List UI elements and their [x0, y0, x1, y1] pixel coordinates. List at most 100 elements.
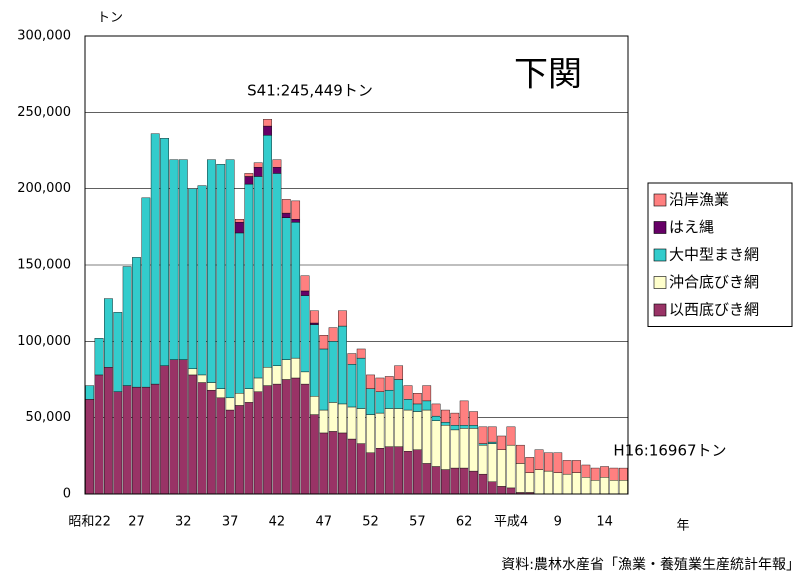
bar-segment — [487, 481, 497, 495]
bar-segment — [235, 218, 244, 223]
bar-segment — [469, 470, 478, 495]
bar-segment — [178, 359, 188, 495]
bar-segment — [600, 477, 609, 495]
bar-segment — [422, 400, 432, 411]
bar-segment — [422, 409, 432, 464]
legend-label: はえ縄 — [669, 218, 714, 236]
bar-segment — [366, 374, 375, 389]
bar-segment — [562, 460, 572, 475]
bar-segment — [422, 463, 432, 495]
bar-segment — [235, 232, 244, 394]
legend-swatch — [653, 221, 667, 234]
bar-segment — [328, 341, 338, 403]
bar-segment — [300, 371, 310, 385]
bar-segment — [515, 463, 525, 493]
bar-segment — [235, 393, 244, 406]
bar-segment — [609, 480, 619, 495]
bar-segment — [384, 376, 394, 391]
bar-segment — [244, 402, 254, 495]
bar-segment — [309, 322, 319, 325]
bar-segment — [459, 467, 469, 495]
bar-segment — [497, 435, 506, 450]
bar-segment — [300, 295, 310, 373]
annotation: H16:16967トン — [613, 442, 726, 460]
bar-segment — [338, 403, 347, 434]
bar-segment — [225, 159, 235, 399]
bar-segment — [188, 374, 198, 495]
legend-label: 以西底びき網 — [669, 301, 759, 319]
bar-segment — [272, 383, 282, 495]
bar-segment — [581, 464, 591, 478]
legend-swatch — [653, 303, 667, 317]
plot-border — [84, 35, 629, 495]
y-axis-label: トン — [97, 11, 123, 26]
x-tick-label: 47 — [315, 515, 332, 530]
bar-segment — [459, 428, 469, 469]
bar-segment — [544, 452, 553, 472]
bar-segment — [356, 357, 366, 409]
legend-swatch — [653, 193, 667, 207]
bar-segment — [431, 415, 441, 421]
bar-segment — [160, 365, 169, 495]
bar-segment — [356, 443, 366, 495]
bar-segment — [150, 133, 160, 385]
bar-segment — [150, 383, 160, 495]
bar-segment — [506, 426, 516, 446]
bar-segment — [253, 162, 263, 168]
bar-segment — [403, 385, 413, 400]
bar-segment — [431, 420, 441, 467]
bar-segment — [544, 470, 553, 495]
legend-label: 沿岸漁業 — [669, 191, 729, 209]
bar-segment — [366, 452, 375, 495]
bar-segment — [319, 409, 329, 434]
x-tick-label: 62 — [456, 515, 473, 530]
y-tick-label: 250,000 — [17, 105, 71, 120]
bar-segment — [562, 473, 572, 495]
bar-segment — [469, 411, 478, 426]
bar-segment — [309, 324, 319, 397]
bar-segment — [85, 385, 95, 400]
bar-segment — [281, 379, 291, 495]
bar-segment — [263, 119, 272, 127]
bar-segment — [197, 374, 207, 383]
bar-segment — [328, 327, 338, 342]
bar-segment — [478, 473, 488, 495]
x-tick-label: 32 — [175, 515, 192, 530]
x-tick-label: 42 — [269, 515, 286, 530]
bar-segment — [553, 452, 563, 473]
bar-segment — [347, 406, 357, 440]
x-tick-label: 昭和22 — [68, 515, 111, 530]
bar-segment — [169, 159, 179, 360]
bar-segment — [572, 460, 581, 473]
bar-segment — [253, 377, 263, 392]
bar-segment — [403, 409, 413, 452]
bar-segment — [384, 389, 394, 409]
bar-segment — [347, 438, 357, 495]
bar-segment — [122, 266, 132, 386]
bar-segment — [497, 449, 506, 487]
bar-segment — [553, 472, 563, 495]
bar-segment — [272, 159, 282, 168]
bar-segment — [384, 408, 394, 447]
bar-segment — [375, 448, 385, 495]
y-tick-label: 150,000 — [17, 258, 71, 273]
chart-title: 下関 — [514, 55, 582, 95]
bar-segment — [338, 310, 347, 327]
bar-segment — [263, 385, 272, 495]
legend-swatch — [653, 276, 667, 289]
bar-segment — [600, 466, 609, 478]
bar-segment — [375, 412, 385, 449]
bar-segment — [132, 257, 141, 388]
bar-segment — [216, 397, 226, 495]
bar-segment — [309, 414, 319, 495]
bar-segment — [291, 218, 301, 223]
bar-segment — [375, 377, 385, 392]
annotation: S41:245,449トン — [247, 82, 373, 100]
bar-segment — [207, 382, 216, 391]
bar-segment — [300, 275, 310, 292]
y-tick-label: 50,000 — [26, 410, 72, 425]
bar-segment — [338, 432, 347, 495]
bar-segment — [534, 449, 544, 470]
bar-segment — [281, 217, 291, 360]
x-tick-label: 平成4 — [494, 515, 528, 530]
